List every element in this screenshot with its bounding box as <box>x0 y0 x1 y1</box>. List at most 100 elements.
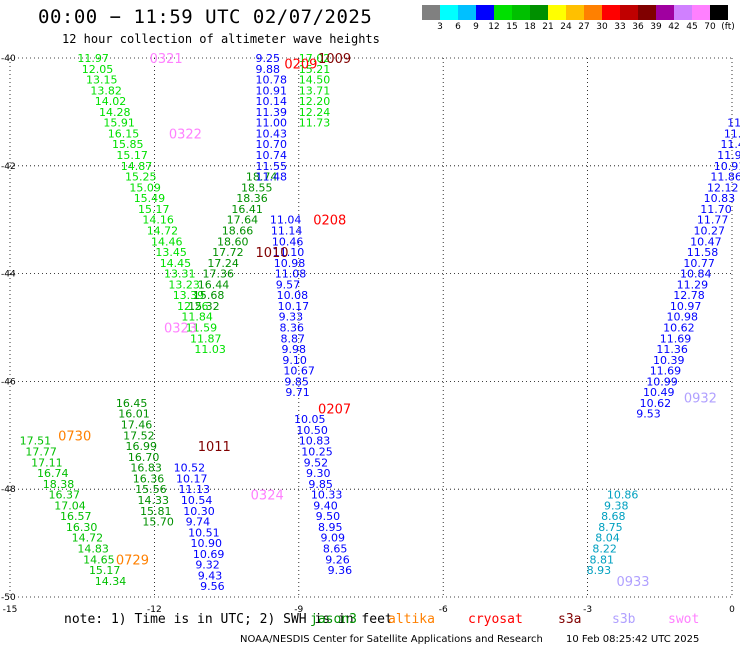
wave-height-value: 9.25 <box>255 52 279 65</box>
wave-height-value: 13.45 <box>155 246 187 259</box>
wave-height-value: 15.17 <box>116 149 148 162</box>
legend-entry-jason3: jason3 <box>310 612 357 627</box>
wave-height-value: 10.27 <box>693 224 725 237</box>
color-swatch <box>638 5 656 20</box>
wave-height-value: 10.67 <box>283 365 315 378</box>
color-scale-label: 12 <box>488 22 500 32</box>
wave-height-value: 10.91 <box>714 160 740 173</box>
wave-height-value: 11.59 <box>186 322 218 335</box>
wave-height-value: 10.46 <box>272 235 304 248</box>
wave-height-value: 8.22 <box>592 542 617 555</box>
wave-height-value: 17.04 <box>54 499 86 512</box>
wave-height-value: 9.98 <box>281 343 306 356</box>
color-scale-unit: (ft) <box>721 22 735 32</box>
wave-height-value: 11.14 <box>271 224 303 237</box>
wave-height-value: 16.36 <box>133 472 165 485</box>
legend-entry-s3b: s3b <box>612 612 636 627</box>
color-scale-label: 18 <box>524 22 536 32</box>
wave-height-value: 11.08 <box>275 268 307 281</box>
color-swatch <box>602 5 620 20</box>
wave-height-value: 15.21 <box>299 63 331 76</box>
wave-height-value: 12.26 <box>177 300 209 313</box>
wave-height-value: 11.84 <box>181 311 213 324</box>
wave-height-value: 16.37 <box>49 489 81 502</box>
wave-height-value: 8.87 <box>281 332 306 345</box>
lon-tick-label: -3 <box>583 605 592 615</box>
wave-height-value: 11.69 <box>650 365 682 378</box>
wave-height-value: 10.84 <box>680 268 712 281</box>
wave-height-value: 14.46 <box>151 235 183 248</box>
pass-time-label: 0324 <box>251 489 284 504</box>
wave-height-value: 14.72 <box>72 532 104 545</box>
wave-height-value: 18.74 <box>246 171 278 184</box>
wave-height-value: 9.74 <box>186 516 211 529</box>
wave-height-value: 8.93 <box>587 564 612 577</box>
color-scale-label: 30 <box>596 22 608 32</box>
axis-ticks: -15 -12 -9 -6 -3 0 -40 -42 -44 -46 -48 -50 <box>1 54 735 615</box>
wave-height-value: 10.77 <box>683 257 715 270</box>
wave-height-value: 10.97 <box>670 300 702 313</box>
wave-height-value: 10.62 <box>663 322 695 335</box>
pass-time-label: 0730 <box>58 429 91 444</box>
wave-height-value: 17.02 <box>299 52 331 65</box>
color-swatch <box>674 5 692 20</box>
wave-height-value: 17.77 <box>25 445 56 458</box>
wave-height-value: 8.68 <box>601 510 626 523</box>
wave-height-value: 9.56 <box>200 580 225 593</box>
wave-height-value: 18.55 <box>241 181 272 194</box>
wave-height-value: 10.30 <box>183 505 215 518</box>
wave-height-value: 8.04 <box>595 532 620 545</box>
wave-height-value: 14.28 <box>99 106 130 119</box>
track-pass-0730: 17.5117.7717.1116.7418.3816.3717.0416.57… <box>20 435 127 588</box>
wave-height-value: 16.30 <box>66 521 98 534</box>
wave-height-value: 10.47 <box>690 235 722 248</box>
wave-height-value: 10.43 <box>255 127 286 140</box>
color-swatch <box>512 5 530 20</box>
color-scale-label: 3 <box>437 22 443 32</box>
wave-height-value: 10.62 <box>640 397 672 410</box>
wave-height-value: 11.73 <box>299 117 331 130</box>
wave-height-value: 9.32 <box>195 559 220 572</box>
wave-height-value: 10.08 <box>277 289 309 302</box>
wave-height-value: 13.31 <box>164 268 196 281</box>
credit-line: NOAA/NESDIS Center for Satellite Applica… <box>240 634 543 645</box>
pass-time-label: 1009 <box>318 52 351 67</box>
wave-height-value: 16.45 <box>116 397 148 410</box>
wave-height-value: 8.36 <box>280 322 305 335</box>
wave-height-value: 15.91 <box>103 117 134 130</box>
color-scale-label: 6 <box>455 22 461 32</box>
color-swatch <box>584 5 602 20</box>
wave-height-value: 9.43 <box>198 569 223 582</box>
pass-time-label: 0208 <box>313 214 346 229</box>
pass-time-label: 0321 <box>150 52 183 67</box>
color-swatch <box>620 5 638 20</box>
wave-height-value: 11.69 <box>660 332 692 345</box>
lon-tick-label: -15 <box>3 605 18 615</box>
wave-height-value: 11.76 <box>727 117 740 130</box>
wave-height-value: 11.70 <box>700 203 732 216</box>
wave-height-value: 9.09 <box>320 532 345 545</box>
wave-height-value: 15.17 <box>89 564 121 577</box>
wave-height-value: 11.86 <box>710 171 740 184</box>
page-title: 00:00 − 11:59 UTC 02/07/2025 <box>38 6 373 28</box>
wave-height-value: 17.24 <box>207 257 239 270</box>
wave-height-value: 10.69 <box>193 548 225 561</box>
pass-time-label: 0207 <box>318 402 351 417</box>
wave-height-value: 13.82 <box>90 84 122 97</box>
color-swatch <box>656 5 674 20</box>
lon-tick-label: 0 <box>729 605 735 615</box>
wave-height-value: 15.49 <box>134 192 166 205</box>
pass-time-label: 1011 <box>198 440 231 455</box>
wave-height-value: 10.51 <box>188 526 220 539</box>
pass-labels: 0321 0322 0209 1009 0208 1010 0323 0207 1011 0730… <box>58 52 717 590</box>
wave-height-value: 8.95 <box>318 521 343 534</box>
track-pass-0208: 11.0411.1410.4611.1010.9811.089.5710.081… <box>270 214 315 399</box>
wave-height-value: 10.49 <box>643 386 675 399</box>
wave-height-value: 11.77 <box>697 214 729 227</box>
lon-tick-label: -12 <box>147 605 162 615</box>
wave-height-value: 8.65 <box>323 542 348 555</box>
wave-height-value: 15.68 <box>193 289 225 302</box>
wave-height-value: 16.74 <box>37 467 69 480</box>
